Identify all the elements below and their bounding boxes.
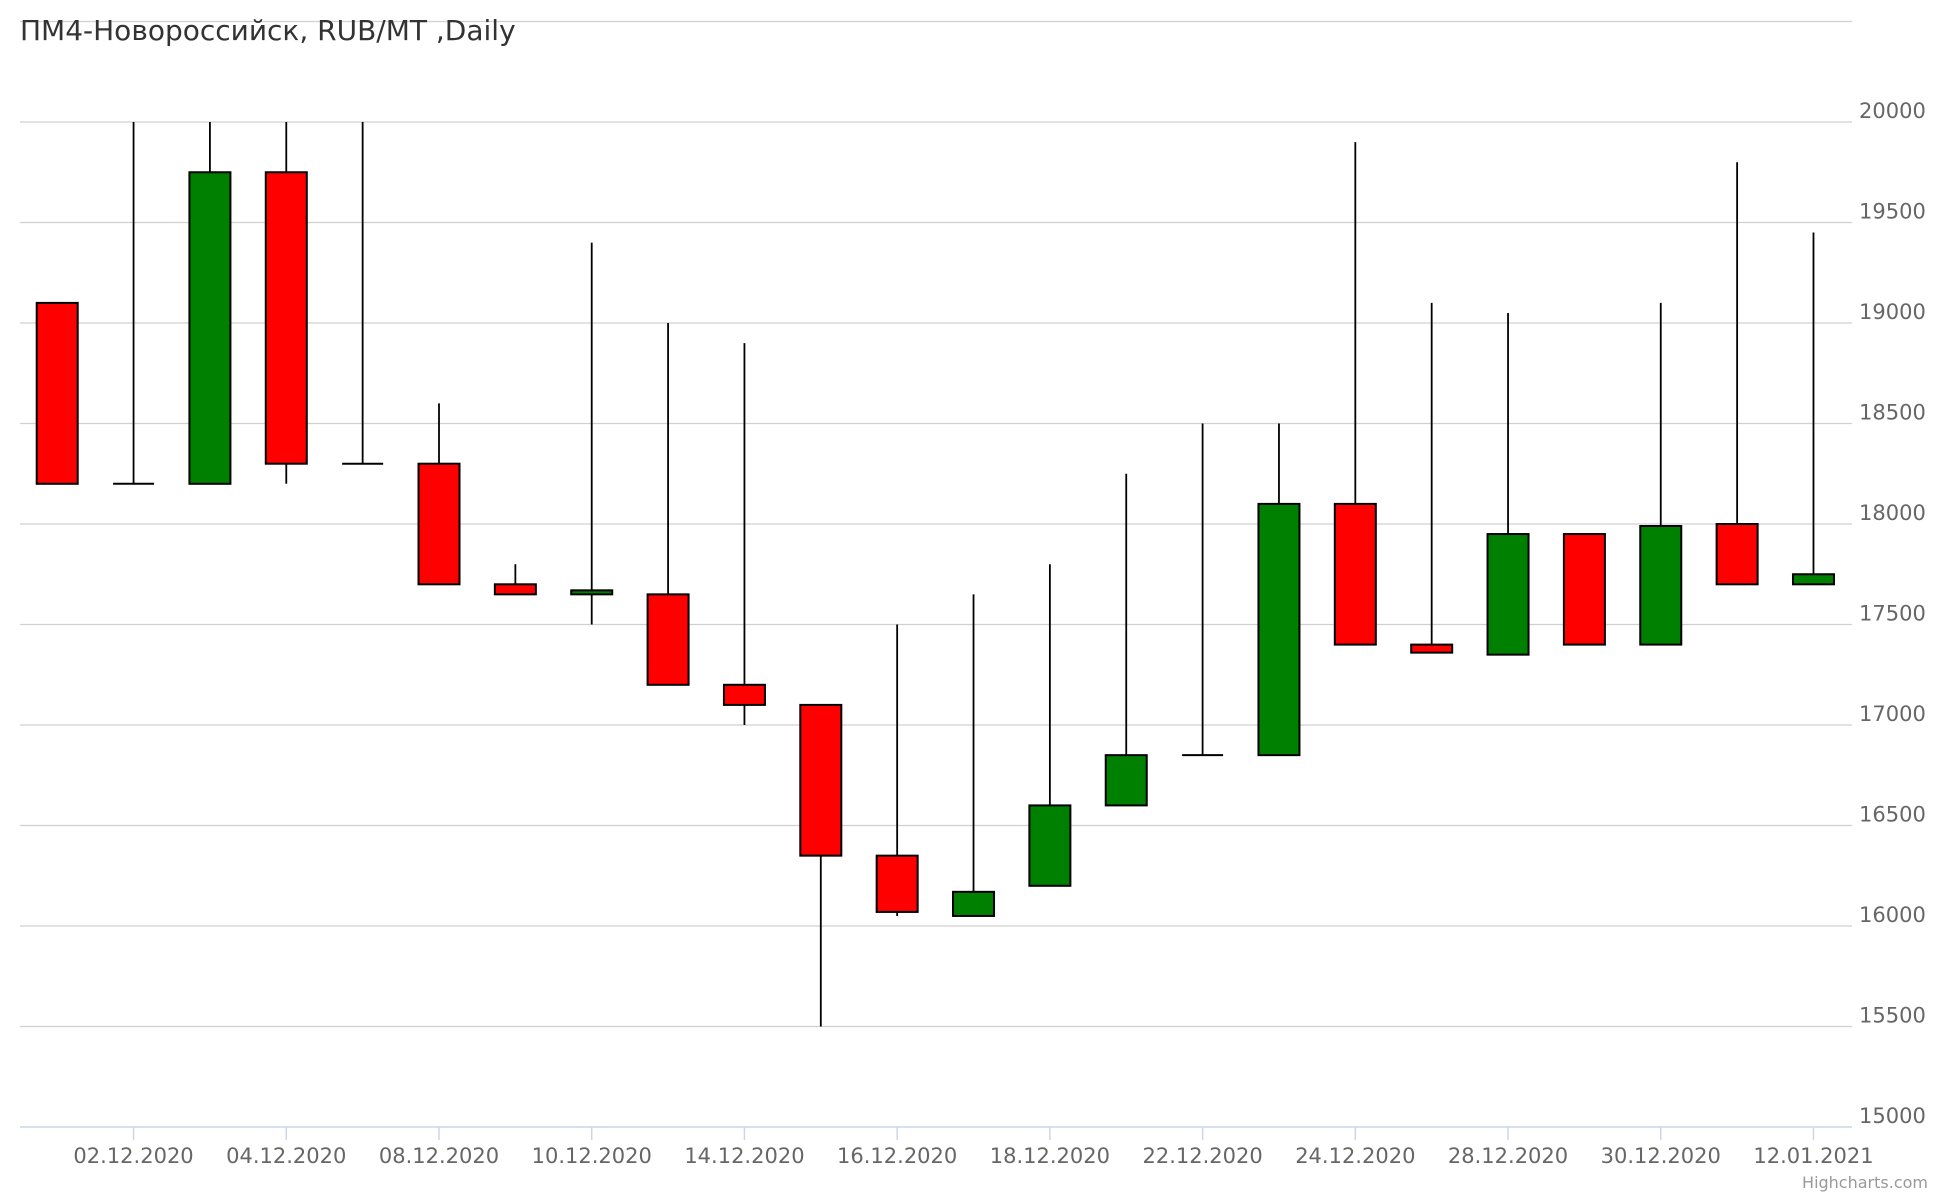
y-tick-label: 20000 (1859, 99, 1926, 123)
candle-body (1333, 502, 1377, 646)
x-tick-label: 24.12.2020 (1295, 1144, 1415, 1168)
x-tick-label: 12.01.2021 (1753, 1144, 1873, 1168)
y-tick-label: 15500 (1859, 1004, 1926, 1028)
y-tick-label: 16000 (1859, 903, 1926, 927)
candle-body (417, 462, 461, 586)
x-tick-label: 10.12.2020 (532, 1144, 652, 1168)
candle-body (1791, 573, 1835, 586)
x-tick-label: 04.12.2020 (226, 1144, 346, 1168)
y-tick-label: 17500 (1859, 602, 1926, 626)
x-tick-label: 18.12.2020 (990, 1144, 1110, 1168)
candle-body (952, 890, 996, 917)
candle-body (875, 854, 919, 913)
highcharts-credit-link[interactable]: Highcharts.com (1802, 1173, 1928, 1192)
y-tick-label: 19500 (1859, 200, 1926, 224)
candle-body (1715, 523, 1759, 586)
candle-body (35, 301, 79, 485)
candle-body (1028, 804, 1072, 887)
candle-body (646, 593, 690, 686)
x-tick-label: 14.12.2020 (684, 1144, 804, 1168)
candle-body (1257, 502, 1301, 757)
x-tick-label: 30.12.2020 (1601, 1144, 1721, 1168)
x-tick-label: 08.12.2020 (379, 1144, 499, 1168)
candle-body (570, 589, 614, 596)
candle-body (188, 171, 232, 485)
candle-body (264, 171, 308, 465)
candle-body (799, 703, 843, 857)
candle-body (1410, 643, 1454, 654)
candle-body (493, 583, 537, 596)
y-tick-label: 16500 (1859, 803, 1926, 827)
x-tick-label: 16.12.2020 (837, 1144, 957, 1168)
candle-body (1562, 533, 1606, 646)
candle-body (722, 683, 766, 706)
candle-body (1486, 533, 1530, 656)
candle-body (1639, 525, 1683, 646)
y-tick-label: 17000 (1859, 702, 1926, 726)
y-tick-label: 15000 (1859, 1104, 1926, 1128)
x-tick-label: 22.12.2020 (1142, 1144, 1262, 1168)
x-tick-label: 28.12.2020 (1448, 1144, 1568, 1168)
candle-body (1104, 754, 1148, 807)
y-tick-label: 18500 (1859, 401, 1926, 425)
chart-title: ПМ4-Новороссийск, RUB/MT ,Daily (20, 14, 516, 47)
y-tick-label: 18000 (1859, 501, 1926, 525)
x-tick-label: 02.12.2020 (73, 1144, 193, 1168)
y-tick-label: 19000 (1859, 300, 1926, 324)
